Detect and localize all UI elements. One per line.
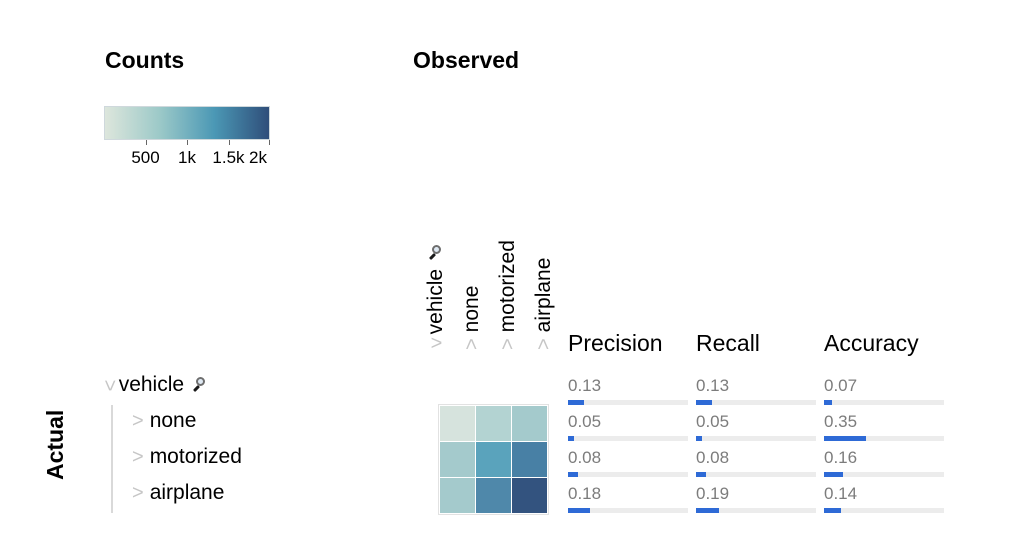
recall-bar-fill [696, 472, 706, 477]
legend-tick-mark [269, 140, 270, 145]
recall-value: 0.13 [696, 376, 730, 395]
row-label-motorized: motorized [149, 445, 242, 468]
accuracy-bar-track [824, 508, 944, 513]
chevron-right-icon[interactable]: > [132, 409, 144, 432]
recall-bar-fill [696, 508, 719, 513]
precision-value: 0.05 [568, 412, 602, 431]
chevron-down-icon[interactable]: > [98, 379, 121, 391]
chevron-right-icon[interactable]: > [532, 338, 555, 350]
accuracy-value: 0.16 [824, 448, 858, 467]
recall-bar-track [696, 436, 816, 441]
row-header-vehicle[interactable]: > vehicle [98, 373, 208, 397]
accuracy-bar-fill [824, 472, 843, 477]
precision-bar-track [568, 436, 688, 441]
row-header-motorized[interactable]: > motorized [132, 445, 242, 469]
recall-bar-fill [696, 436, 702, 441]
precision-bar-track [568, 400, 688, 405]
column-header-motorized[interactable]: > motorized [478, 180, 519, 380]
magnifier-icon[interactable] [192, 377, 208, 393]
row-label-none: none [149, 409, 197, 432]
actual-title: Actual [42, 409, 68, 480]
precision-header[interactable]: Precision [568, 330, 663, 356]
legend-tick-label: 2k [249, 148, 267, 167]
precision-bar-track [568, 472, 688, 477]
precision-bar-fill [568, 508, 590, 513]
legend-tick-label: 1k [178, 148, 196, 167]
accuracy-bar-fill [824, 508, 841, 513]
counts-title: Counts [105, 47, 185, 73]
heatmap-cell-airplane-none[interactable] [440, 478, 475, 513]
accuracy-value: 0.07 [824, 376, 858, 395]
precision-value: 0.13 [568, 376, 602, 395]
recall-bar-track [696, 472, 816, 477]
precision-value: 0.08 [568, 448, 602, 467]
chevron-down-icon[interactable]: > [430, 332, 442, 355]
heatmap-cell-motorized-airplane[interactable] [512, 442, 547, 477]
accuracy-bar-fill [824, 436, 866, 441]
accuracy-bar-fill [824, 400, 832, 405]
precision-bar-fill [568, 400, 584, 405]
heatmap-cell-motorized-motorized[interactable] [476, 442, 511, 477]
precision-value: 0.18 [568, 484, 602, 503]
row-label-vehicle: vehicle [118, 373, 185, 396]
column-header-vehicle[interactable]: > vehicle [406, 180, 447, 380]
recall-bar-track [696, 508, 816, 513]
accuracy-bar-track [824, 436, 944, 441]
confusion-heatmap [438, 404, 549, 515]
legend-tick-label: 500 [131, 148, 160, 167]
recall-bar-track [696, 400, 816, 405]
color-legend-bar [104, 106, 270, 140]
column-label-airplane: airplane [532, 257, 555, 333]
legend-tick-mark [228, 140, 230, 145]
row-header-airplane[interactable]: > airplane [132, 481, 224, 505]
accuracy-value: 0.14 [824, 484, 858, 503]
accuracy-value: 0.35 [824, 412, 858, 431]
chevron-right-icon[interactable]: > [132, 445, 144, 468]
chevron-right-icon[interactable]: > [132, 481, 144, 504]
legend-tick-label: 1.5k [212, 148, 245, 167]
accuracy-bar-track [824, 400, 944, 405]
precision-bar-fill [568, 472, 578, 477]
recall-value: 0.05 [696, 412, 730, 431]
heatmap-cell-airplane-airplane[interactable] [512, 478, 547, 513]
column-header-airplane[interactable]: > airplane [514, 180, 555, 380]
precision-bar-fill [568, 436, 574, 441]
precision-bar-track [568, 508, 688, 513]
heatmap-cell-none-none[interactable] [440, 406, 475, 441]
observed-title: Observed [413, 47, 520, 73]
recall-bar-fill [696, 400, 712, 405]
row-tree-guide [111, 405, 113, 513]
recall-value: 0.08 [696, 448, 730, 467]
heatmap-cell-airplane-motorized[interactable] [476, 478, 511, 513]
recall-header[interactable]: Recall [696, 330, 760, 356]
accuracy-bar-track [824, 472, 944, 477]
heatmap-cell-motorized-none[interactable] [440, 442, 475, 477]
recall-value: 0.19 [696, 484, 730, 503]
column-header-none[interactable]: > none [442, 180, 483, 380]
heatmap-cell-none-airplane[interactable] [512, 406, 547, 441]
legend-tick-mark [145, 140, 147, 145]
heatmap-cell-none-motorized[interactable] [476, 406, 511, 441]
row-label-airplane: airplane [149, 481, 225, 504]
accuracy-header[interactable]: Accuracy [824, 330, 919, 356]
legend-tick-mark [187, 140, 188, 145]
row-header-none[interactable]: > none [132, 409, 196, 433]
